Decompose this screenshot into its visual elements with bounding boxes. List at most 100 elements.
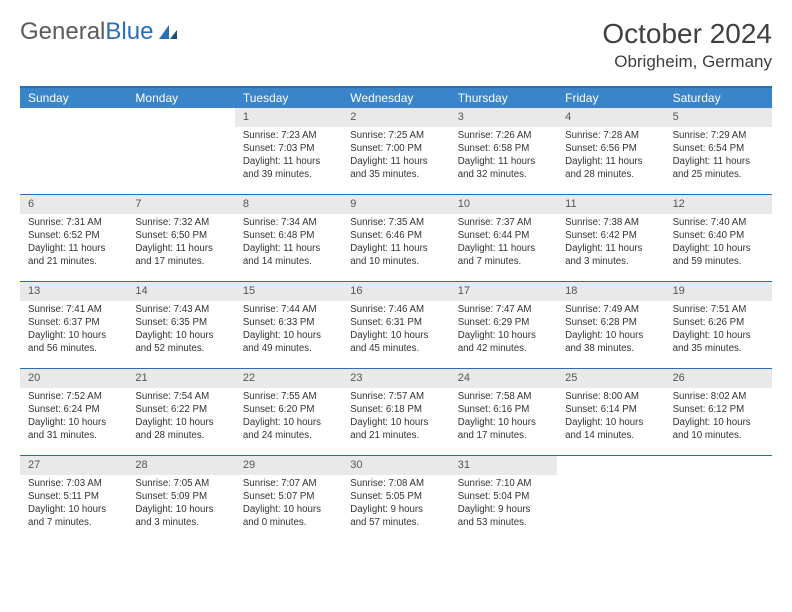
sunset-text: Sunset: 6:14 PM <box>565 403 656 416</box>
sunrise-text: Sunrise: 7:10 AM <box>458 477 549 490</box>
calendar-cell: 25Sunrise: 8:00 AMSunset: 6:14 PMDayligh… <box>557 369 664 455</box>
sunset-text: Sunset: 7:03 PM <box>243 142 334 155</box>
calendar-cell-empty <box>557 456 664 542</box>
day-info: Sunrise: 7:55 AMSunset: 6:20 PMDaylight:… <box>235 388 342 448</box>
daylight-text: Daylight: 10 hours and 21 minutes. <box>350 416 441 442</box>
calendar-cell: 1Sunrise: 7:23 AMSunset: 7:03 PMDaylight… <box>235 108 342 194</box>
day-number: 14 <box>127 282 234 301</box>
daylight-text: Daylight: 10 hours and 28 minutes. <box>135 416 226 442</box>
calendar-cell: 9Sunrise: 7:35 AMSunset: 6:46 PMDaylight… <box>342 195 449 281</box>
calendar-cell: 10Sunrise: 7:37 AMSunset: 6:44 PMDayligh… <box>450 195 557 281</box>
day-number: 23 <box>342 369 449 388</box>
day-number: 12 <box>665 195 772 214</box>
calendar-cell: 31Sunrise: 7:10 AMSunset: 5:04 PMDayligh… <box>450 456 557 542</box>
sunset-text: Sunset: 7:00 PM <box>350 142 441 155</box>
day-info: Sunrise: 8:00 AMSunset: 6:14 PMDaylight:… <box>557 388 664 448</box>
calendar-cell: 27Sunrise: 7:03 AMSunset: 5:11 PMDayligh… <box>20 456 127 542</box>
sunrise-text: Sunrise: 7:47 AM <box>458 303 549 316</box>
sunrise-text: Sunrise: 7:40 AM <box>673 216 764 229</box>
day-number: 28 <box>127 456 234 475</box>
sunset-text: Sunset: 6:54 PM <box>673 142 764 155</box>
month-title: October 2024 <box>602 18 772 50</box>
sunrise-text: Sunrise: 7:25 AM <box>350 129 441 142</box>
sunrise-text: Sunrise: 7:07 AM <box>243 477 334 490</box>
sunrise-text: Sunrise: 7:44 AM <box>243 303 334 316</box>
calendar-cell: 28Sunrise: 7:05 AMSunset: 5:09 PMDayligh… <box>127 456 234 542</box>
day-number: 19 <box>665 282 772 301</box>
sunset-text: Sunset: 6:48 PM <box>243 229 334 242</box>
daylight-text: Daylight: 10 hours and 56 minutes. <box>28 329 119 355</box>
logo-text-1: General <box>20 18 105 46</box>
sunset-text: Sunset: 6:52 PM <box>28 229 119 242</box>
calendar-cell: 16 Sunrise: 7:46 AMSunset: 6:31 PMDayligh… <box>342 282 449 368</box>
day-info: Sunrise: 7:49 AMSunset: 6:28 PMDaylight:… <box>557 301 664 361</box>
daylight-text: Daylight: 10 hours and 49 minutes. <box>243 329 334 355</box>
day-header-row: SundayMondayTuesdayWednesdayThursdayFrid… <box>20 88 772 108</box>
day-number: 27 <box>20 456 127 475</box>
day-info: Sunrise: 7:37 AMSunset: 6:44 PMDaylight:… <box>450 214 557 274</box>
day-number: 29 <box>235 456 342 475</box>
day-number: 16 <box>342 282 449 301</box>
day-number: 31 <box>450 456 557 475</box>
logo-text-2: Blue <box>105 18 153 46</box>
sunrise-text: Sunrise: 7:03 AM <box>28 477 119 490</box>
sunset-text: Sunset: 6:26 PM <box>673 316 764 329</box>
calendar-cell: 11Sunrise: 7:38 AMSunset: 6:42 PMDayligh… <box>557 195 664 281</box>
day-header-cell: Thursday <box>450 88 557 108</box>
day-number: 11 <box>557 195 664 214</box>
day-info: Sunrise: 7:44 AMSunset: 6:33 PMDaylight:… <box>235 301 342 361</box>
calendar-cell: 19 Sunrise: 7:51 AMSunset: 6:26 PMDayligh… <box>665 282 772 368</box>
day-number: 21 <box>127 369 234 388</box>
calendar-cell: 29Sunrise: 7:07 AMSunset: 5:07 PMDayligh… <box>235 456 342 542</box>
sunrise-text: Sunrise: 7:49 AM <box>565 303 656 316</box>
calendar-cell: 8Sunrise: 7:34 AMSunset: 6:48 PMDaylight… <box>235 195 342 281</box>
day-info: Sunrise: 7:08 AMSunset: 5:05 PMDaylight:… <box>342 475 449 535</box>
daylight-text: Daylight: 11 hours and 7 minutes. <box>458 242 549 268</box>
day-number: 20 <box>20 369 127 388</box>
sunset-text: Sunset: 6:40 PM <box>673 229 764 242</box>
sunrise-text: Sunrise: 7:55 AM <box>243 390 334 403</box>
sunset-text: Sunset: 6:31 PM <box>350 316 441 329</box>
sunrise-text: Sunrise: 7:34 AM <box>243 216 334 229</box>
sunset-text: Sunset: 6:18 PM <box>350 403 441 416</box>
daylight-text: Daylight: 10 hours and 45 minutes. <box>350 329 441 355</box>
calendar-cell: 30Sunrise: 7:08 AMSunset: 5:05 PMDayligh… <box>342 456 449 542</box>
day-info: Sunrise: 7:58 AMSunset: 6:16 PMDaylight:… <box>450 388 557 448</box>
daylight-text: Daylight: 9 hours and 57 minutes. <box>350 503 441 529</box>
day-header-cell: Sunday <box>20 88 127 108</box>
calendar-cell: 15Sunrise: 7:44 AMSunset: 6:33 PMDayligh… <box>235 282 342 368</box>
daylight-text: Daylight: 10 hours and 31 minutes. <box>28 416 119 442</box>
day-number: 26 <box>665 369 772 388</box>
calendar-cell: 23Sunrise: 7:57 AMSunset: 6:18 PMDayligh… <box>342 369 449 455</box>
daylight-text: Daylight: 11 hours and 21 minutes. <box>28 242 119 268</box>
calendar-cell: 13Sunrise: 7:41 AMSunset: 6:37 PMDayligh… <box>20 282 127 368</box>
header: GeneralBlue October 2024 Obrigheim, Germ… <box>20 18 772 72</box>
daylight-text: Daylight: 11 hours and 17 minutes. <box>135 242 226 268</box>
location: Obrigheim, Germany <box>602 52 772 72</box>
daylight-text: Daylight: 11 hours and 39 minutes. <box>243 155 334 181</box>
daylight-text: Daylight: 10 hours and 35 minutes. <box>673 329 764 355</box>
calendar-cell: 24Sunrise: 7:58 AMSunset: 6:16 PMDayligh… <box>450 369 557 455</box>
title-block: October 2024 Obrigheim, Germany <box>602 18 772 72</box>
calendar-cell: 2Sunrise: 7:25 AMSunset: 7:00 PMDaylight… <box>342 108 449 194</box>
sunrise-text: Sunrise: 7:52 AM <box>28 390 119 403</box>
daylight-text: Daylight: 10 hours and 7 minutes. <box>28 503 119 529</box>
day-number: 4 <box>557 108 664 127</box>
calendar-cell: 7Sunrise: 7:32 AMSunset: 6:50 PMDaylight… <box>127 195 234 281</box>
sunset-text: Sunset: 6:16 PM <box>458 403 549 416</box>
daylight-text: Daylight: 11 hours and 10 minutes. <box>350 242 441 268</box>
daylight-text: Daylight: 11 hours and 3 minutes. <box>565 242 656 268</box>
sunset-text: Sunset: 6:20 PM <box>243 403 334 416</box>
day-number: 7 <box>127 195 234 214</box>
day-number: 30 <box>342 456 449 475</box>
day-info: Sunrise: 7:32 AMSunset: 6:50 PMDaylight:… <box>127 214 234 274</box>
day-info: Sunrise: 7:03 AMSunset: 5:11 PMDaylight:… <box>20 475 127 535</box>
sunrise-text: Sunrise: 7:46 AM <box>350 303 441 316</box>
day-info: Sunrise: 7:57 AMSunset: 6:18 PMDaylight:… <box>342 388 449 448</box>
daylight-text: Daylight: 10 hours and 17 minutes. <box>458 416 549 442</box>
day-number: 1 <box>235 108 342 127</box>
calendar-cell: 3Sunrise: 7:26 AMSunset: 6:58 PMDaylight… <box>450 108 557 194</box>
calendar-week: 1Sunrise: 7:23 AMSunset: 7:03 PMDaylight… <box>20 108 772 194</box>
sunrise-text: Sunrise: 7:51 AM <box>673 303 764 316</box>
day-number: 18 <box>557 282 664 301</box>
